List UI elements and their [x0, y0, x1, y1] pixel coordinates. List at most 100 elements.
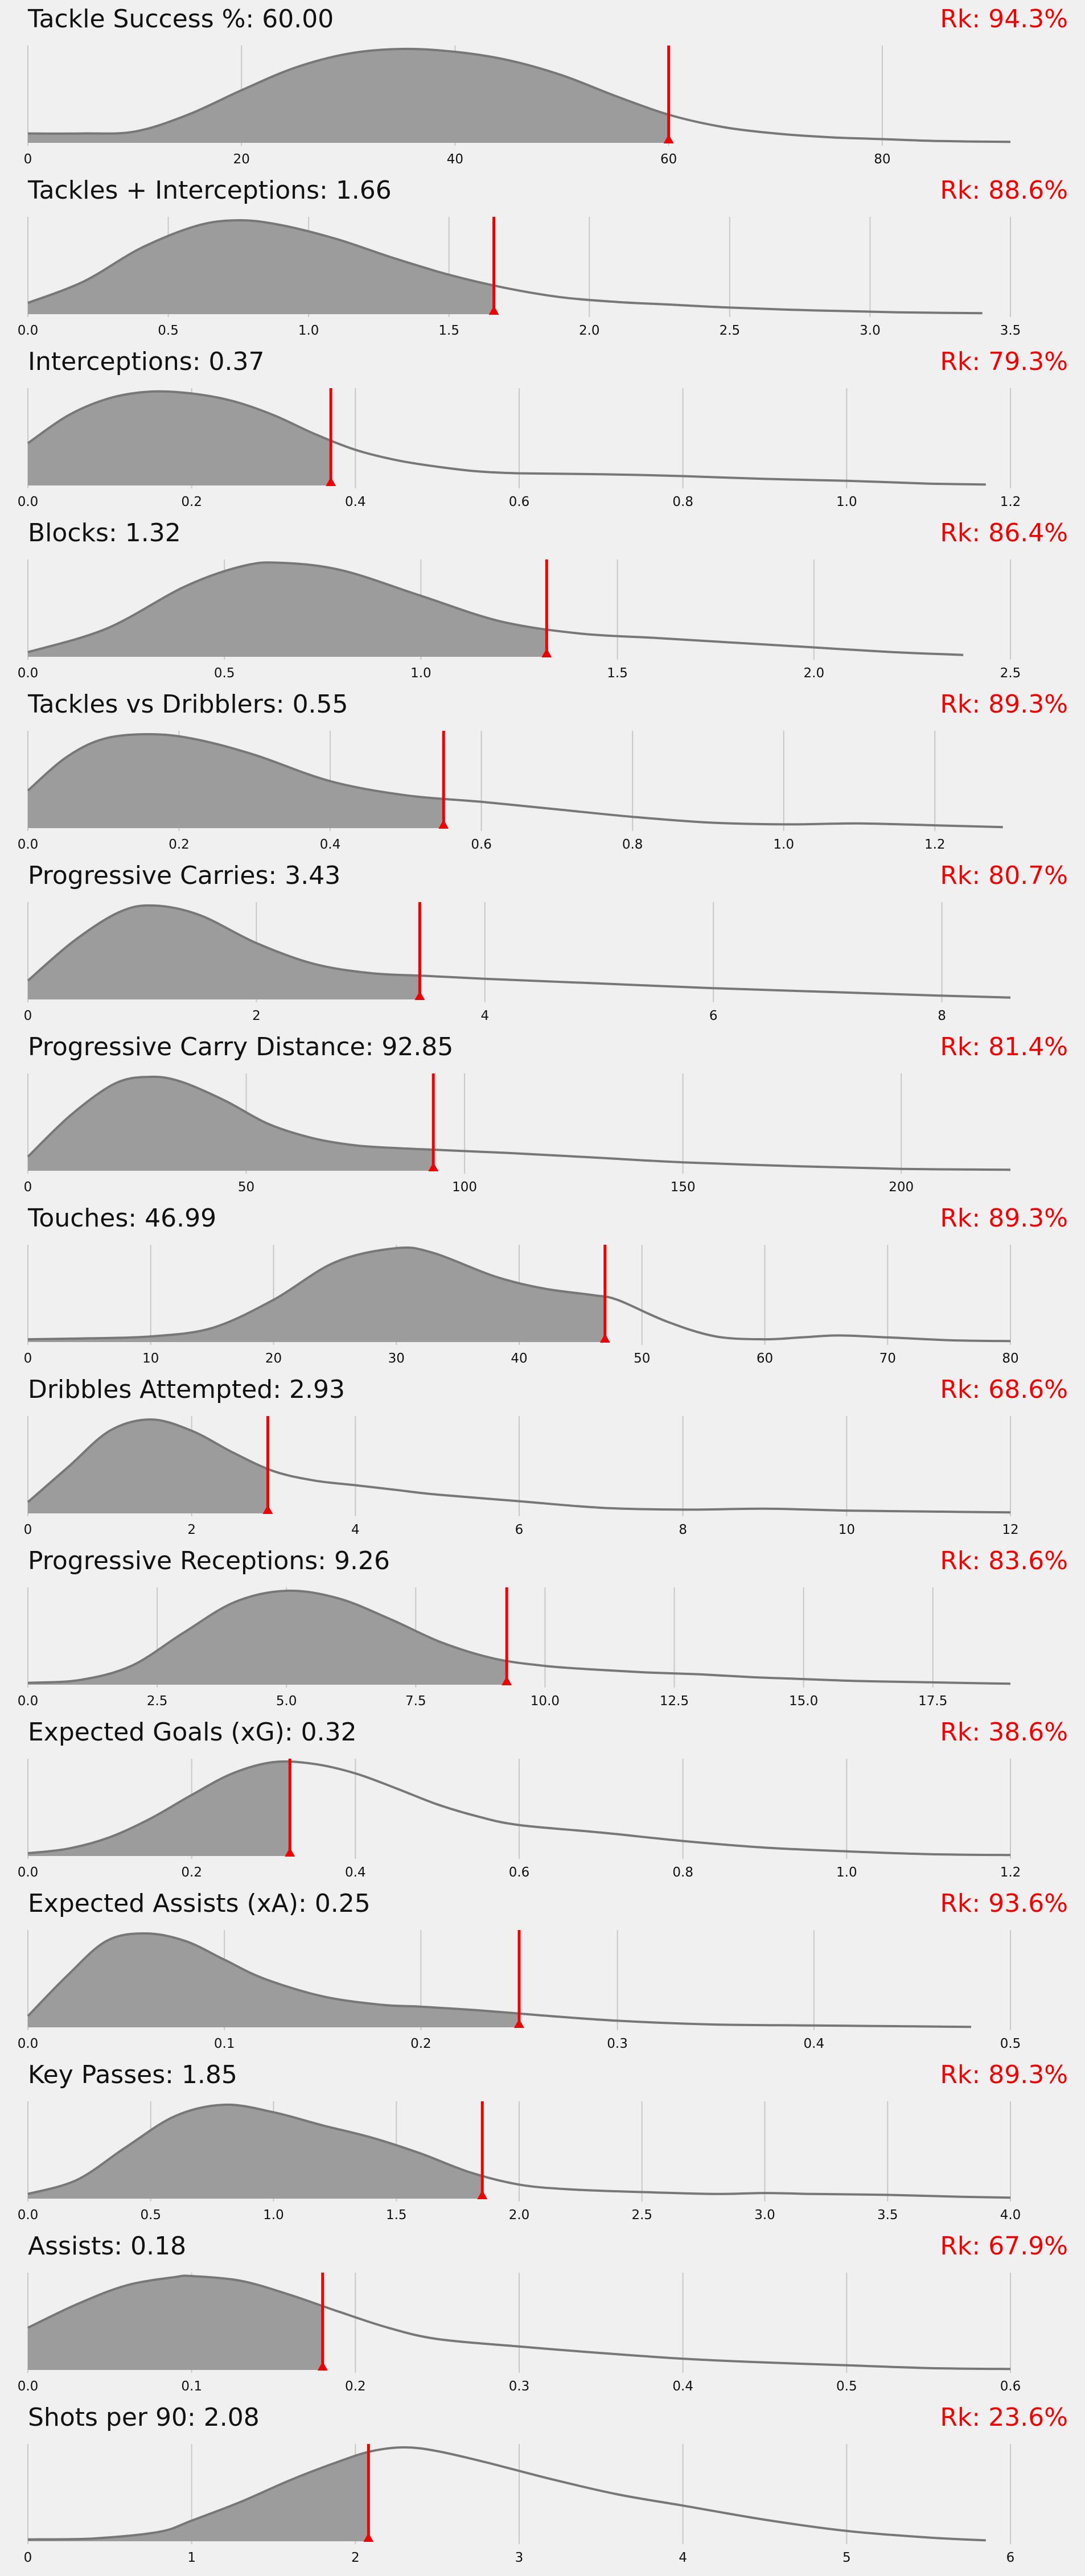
- x-tick-label: 0.0: [18, 1865, 39, 1880]
- x-tick-label: 0.0: [18, 495, 39, 509]
- x-tick-label: 0.6: [471, 837, 492, 852]
- density-curve: [27, 561, 964, 656]
- x-tick-label: 1.0: [298, 323, 319, 338]
- metric-density-plot: 0.0 0.5 1.0 1.5 2.0 2.5: [18, 559, 1021, 681]
- metric-rank: Rk: 68.6%: [940, 1375, 1068, 1404]
- x-tick-label: 0.3: [509, 2379, 530, 2394]
- metric-density-plot: 0.0 0.5 1.0 1.5 2.0 2.5 3.0 3.5: [18, 217, 1021, 338]
- metric-density-plot: 0.0 0.2 0.4 0.6 0.8 1.0 1.2: [18, 388, 1021, 509]
- metric-separator: :: [187, 2403, 204, 2432]
- x-tick-label: 60: [757, 1351, 773, 1366]
- x-tick-label: 0: [24, 1351, 32, 1366]
- metric-density-plot: 0 2 4 6 8: [24, 902, 1011, 1023]
- x-tick-label: 2.5: [720, 323, 741, 338]
- metric-title: Dribbles Attempted: 2.93: [28, 1375, 345, 1404]
- x-tick-label: 4: [679, 2550, 687, 2565]
- x-tick-label: 4: [480, 1009, 489, 1023]
- x-tick-label: 0.8: [672, 1865, 693, 1880]
- metric-separator: :: [268, 861, 285, 890]
- metric-panel: 0.0 0.1 0.2 0.3 0.4 0.5 0.6 Assists: 0.18 Rk: 67…: [0, 2227, 1085, 2398]
- metric-value: 0.55: [292, 690, 348, 719]
- x-tick-label: 0.4: [320, 837, 341, 852]
- x-tick-label: 0.2: [410, 2036, 431, 2051]
- metric-panel: 0.0 0.2 0.4 0.6 0.8 1.0 1.2 Expected Goals (xG)…: [0, 1713, 1085, 1884]
- x-tick-label: 40: [447, 152, 463, 167]
- metric-rank: Rk: 81.4%: [940, 1032, 1068, 1061]
- x-tick-label: 0.0: [18, 323, 39, 338]
- metric-separator: :: [318, 1546, 334, 1575]
- player-value-marker: [502, 1676, 512, 1685]
- metric-title: Progressive Carry Distance: 92.85: [28, 1032, 453, 1061]
- shaded-percentile-area: [28, 1248, 605, 1342]
- metric-separator: :: [276, 690, 293, 719]
- x-tick-label: 6: [709, 1009, 718, 1023]
- x-tick-label: 6: [1006, 2550, 1015, 2565]
- x-tick-label: 1.2: [1000, 1865, 1021, 1880]
- x-tick-label: 2.5: [1000, 666, 1021, 681]
- x-tick-label: 12.5: [660, 1694, 689, 1709]
- player-value-marker: [541, 648, 552, 657]
- x-tick-label: 0.2: [345, 2379, 366, 2394]
- density-curve: [27, 390, 986, 486]
- metric-name: Touches: [28, 1204, 129, 1233]
- shaded-percentile-area: [28, 2451, 369, 2541]
- metric-value: 0.25: [314, 1889, 371, 1918]
- metric-separator: :: [192, 347, 209, 376]
- x-tick-label: 1.5: [386, 2208, 407, 2223]
- x-tick-label: 0.2: [181, 495, 202, 509]
- metric-separator: :: [165, 2060, 182, 2089]
- player-value-marker: [262, 1505, 273, 1514]
- shaded-percentile-area: [28, 734, 444, 828]
- metric-value: 0.18: [130, 2232, 187, 2261]
- metric-title: Interceptions: 0.37: [28, 347, 265, 376]
- metric-density-plot: 0 20 40 60 80: [24, 46, 1011, 167]
- x-tick-label: 1.5: [607, 666, 628, 681]
- metric-title: Tackle Success %: 60.00: [28, 5, 334, 34]
- x-tick-label: 10: [142, 1351, 159, 1366]
- density-curve: [27, 219, 983, 315]
- x-tick-label: 1.2: [1000, 495, 1021, 509]
- x-tick-label: 0: [24, 2550, 32, 2565]
- x-tick-label: 8: [938, 1009, 946, 1023]
- metric-rank: Rk: 89.3%: [940, 1204, 1068, 1233]
- metric-rank: Rk: 86.4%: [940, 519, 1068, 548]
- density-curve: [27, 1246, 1011, 1343]
- x-tick-label: 3.5: [1000, 323, 1021, 338]
- x-tick-label: 2.0: [804, 666, 825, 681]
- metric-rank: Rk: 83.6%: [940, 1546, 1068, 1575]
- x-tick-label: 2: [187, 1522, 196, 1537]
- metric-rank: Rk: 38.6%: [940, 1718, 1068, 1747]
- metric-title: Shots per 90: 2.08: [28, 2403, 260, 2432]
- x-tick-label: 1.0: [836, 495, 857, 509]
- x-tick-label: 3.0: [754, 2208, 775, 2223]
- player-value-marker: [414, 991, 425, 1000]
- shaded-percentile-area: [28, 48, 669, 143]
- metric-name: Interceptions: [28, 347, 192, 376]
- shaded-percentile-area: [28, 1076, 434, 1171]
- x-tick-label: 100: [452, 1180, 477, 1195]
- x-tick-label: 2.0: [579, 323, 600, 338]
- metric-value: 0.37: [208, 347, 265, 376]
- metric-value: 1.66: [335, 176, 392, 205]
- x-tick-label: 0.6: [1000, 2379, 1021, 2394]
- x-tick-label: 0.5: [214, 666, 235, 681]
- x-tick-label: 12: [1002, 1522, 1018, 1537]
- shaded-percentile-area: [28, 220, 494, 314]
- metric-panel: 0.0 0.2 0.4 0.6 0.8 1.0 1.2 Interceptions: 0.37…: [0, 343, 1085, 514]
- x-tick-label: 0: [24, 1180, 32, 1195]
- x-tick-label: 10.0: [531, 1694, 560, 1709]
- x-tick-label: 4: [351, 1522, 360, 1537]
- metric-title: Tackles vs Dribblers: 0.55: [28, 690, 348, 719]
- metric-value: 1.85: [181, 2060, 237, 2089]
- player-value-marker: [326, 477, 336, 486]
- x-tick-label: 6: [515, 1522, 524, 1537]
- metric-rank: Rk: 93.6%: [940, 1889, 1068, 1918]
- x-tick-label: 0.2: [181, 1865, 202, 1880]
- shaded-percentile-area: [28, 391, 331, 485]
- x-tick-label: 1.0: [773, 837, 794, 852]
- x-tick-label: 80: [874, 152, 890, 167]
- x-tick-label: 15.0: [789, 1694, 818, 1709]
- x-tick-label: 0.8: [672, 495, 693, 509]
- metric-panel: 0 10 20 30 40 50 60 70 80 Touches: 46.99 Rk: 89.3%: [0, 1199, 1085, 1371]
- x-tick-label: 0.5: [158, 323, 179, 338]
